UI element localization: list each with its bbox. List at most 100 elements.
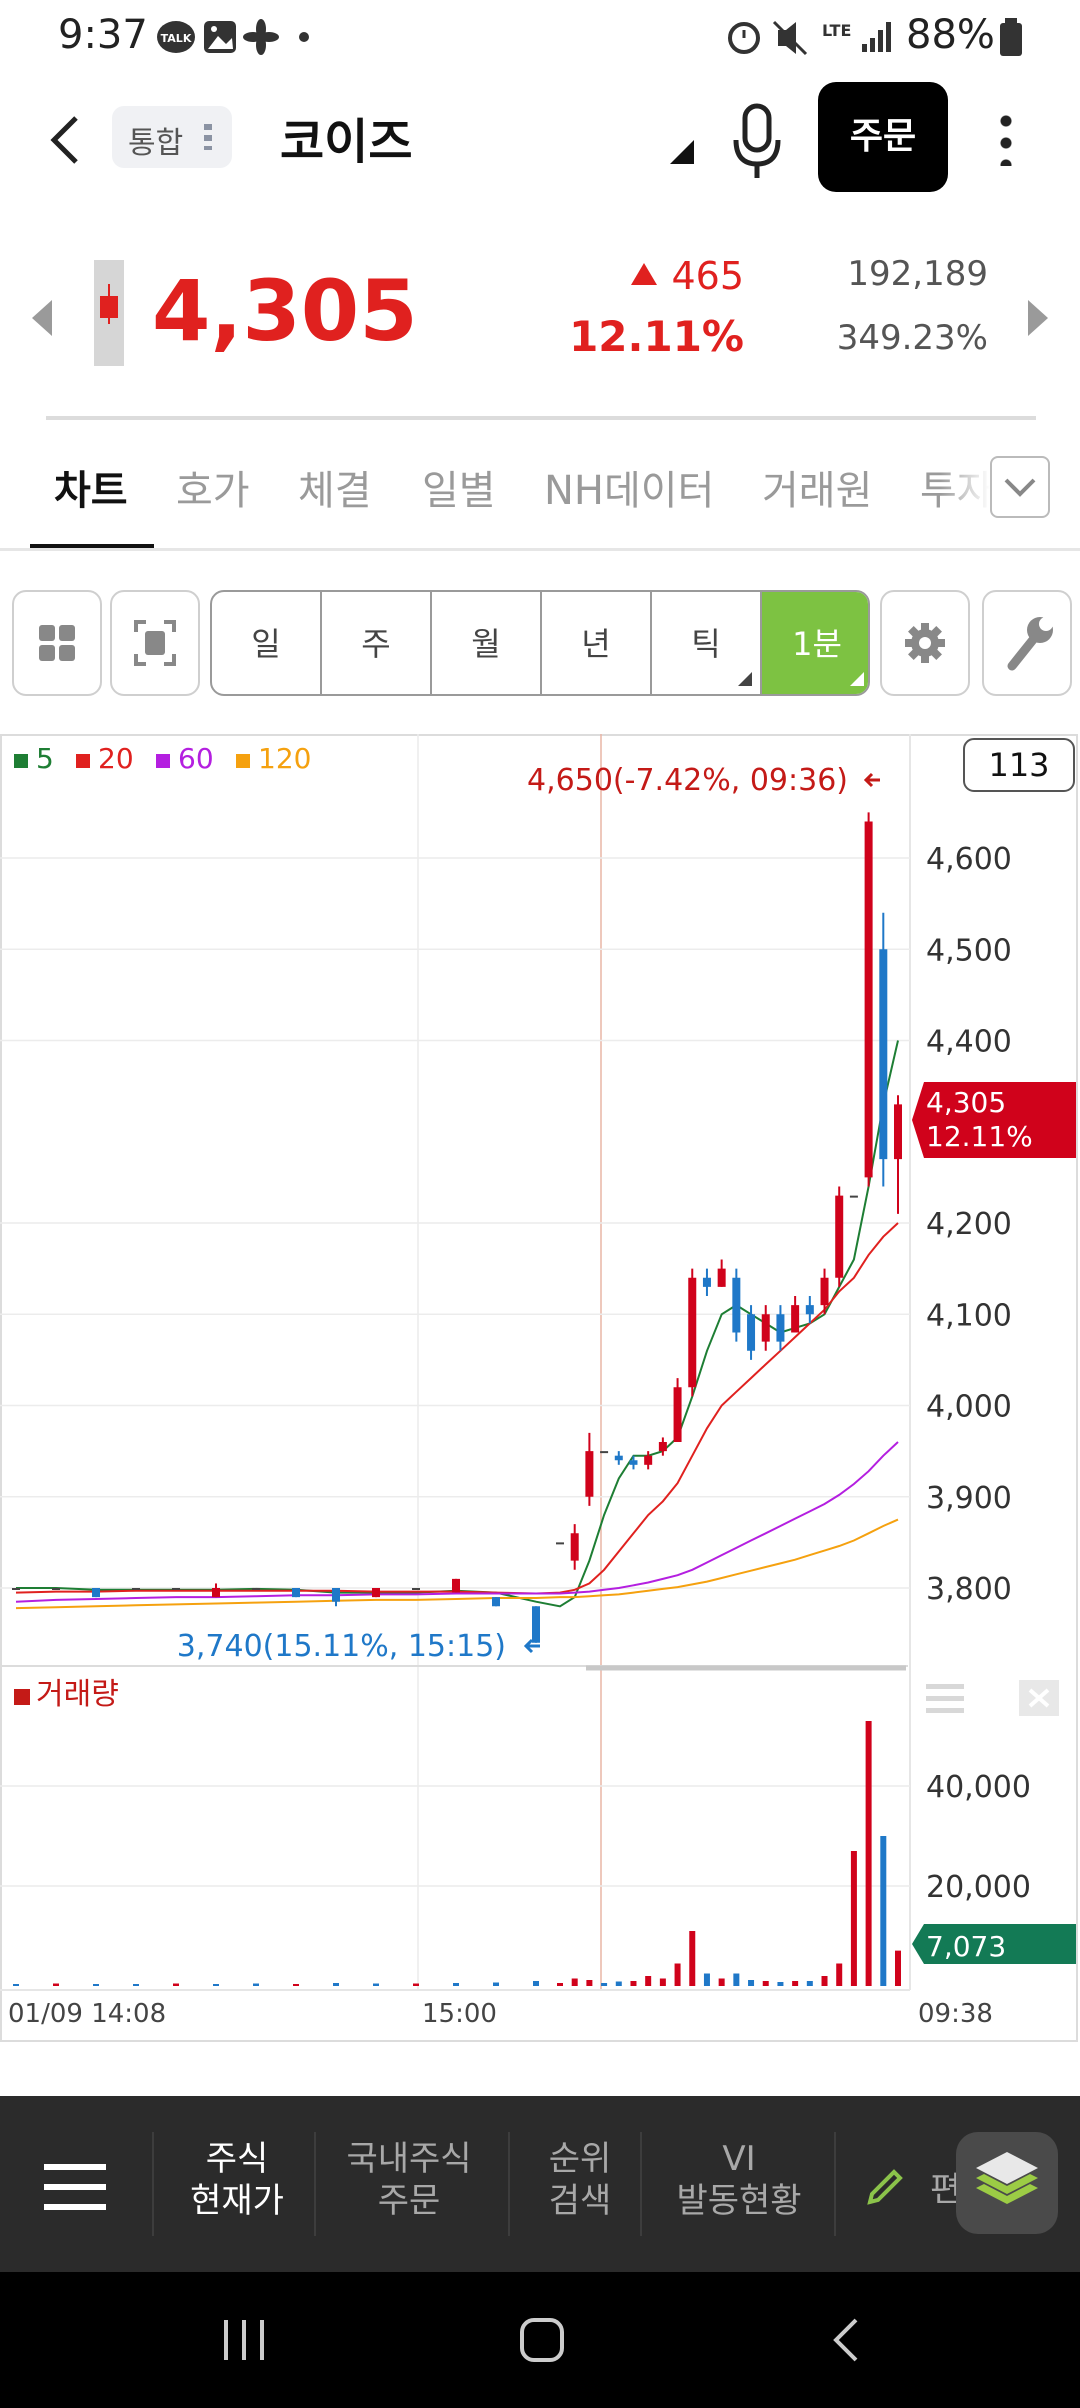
current-price-tag: 4,305 12.11% <box>912 1082 1076 1158</box>
candle-body <box>556 1542 564 1545</box>
hamburger-menu-icon[interactable] <box>44 2164 106 2210</box>
chart-canvas[interactable]: 3,800 3,900 4,000 4,100 4,200 4,400 4,500 4,600… <box>0 734 1080 2042</box>
candle-body <box>585 1451 594 1497</box>
settings-button[interactable] <box>880 590 970 696</box>
period-year[interactable]: 년 <box>542 592 652 694</box>
candle-body <box>12 1588 20 1590</box>
period-selector: 일 주 월 년 틱 1분 <box>210 590 870 696</box>
stock-dropdown-icon[interactable] <box>670 140 694 164</box>
ma-line-20 <box>15 1222 899 1595</box>
nav-current-price[interactable]: 주식 현재가 <box>190 2139 284 2221</box>
more-menu-icon[interactable] <box>1000 110 1012 166</box>
layers-button[interactable] <box>956 2132 1058 2234</box>
price-tick-label: 4,500 <box>926 933 1012 968</box>
volume-bar <box>777 1982 784 1986</box>
high-annotation: 4,650(-7.42%, 09:36) <box>527 763 848 798</box>
volume-bar <box>630 1981 637 1986</box>
price-tick-label: 3,900 <box>926 1481 1012 1516</box>
period-week[interactable]: 주 <box>322 592 432 694</box>
nav-vi-status[interactable]: VI 발동현황 <box>676 2139 802 2221</box>
volume-bar <box>293 1984 299 1986</box>
volume-tick-label: 40,000 <box>926 1770 1031 1805</box>
arrow-left-icon <box>523 1638 540 1654</box>
svg-text:7,073: 7,073 <box>926 1930 1006 1963</box>
order-button[interactable]: 주문 <box>818 82 948 192</box>
candle-body <box>835 1195 844 1278</box>
nav-domestic-order[interactable]: 국내주식 주문 <box>346 2139 472 2221</box>
volume-bar <box>413 1983 419 1986</box>
home-icon[interactable] <box>518 2316 568 2366</box>
volume-bar <box>615 1981 622 1986</box>
volume-tick-label: 20,000 <box>926 1870 1031 1905</box>
price-tick-label: 4,000 <box>926 1390 1012 1425</box>
chevron-down-icon <box>1004 478 1036 497</box>
candle-body <box>570 1533 579 1561</box>
candle-body <box>791 1305 800 1333</box>
ma-line-120 <box>15 1518 899 1610</box>
notification-icons: TALK <box>157 19 309 55</box>
candle-body <box>629 1460 638 1465</box>
price-change: 465 <box>631 254 744 298</box>
legend-label: 5 <box>36 742 54 775</box>
volume-title: 거래량 <box>36 1677 119 1712</box>
close-icon[interactable] <box>1019 1680 1059 1716</box>
tab-trades[interactable]: 체결 <box>298 468 372 514</box>
period-month[interactable]: 월 <box>432 592 542 694</box>
volume-bar <box>373 1983 379 1986</box>
legend-swatch <box>236 754 250 768</box>
signal-icon <box>862 22 891 52</box>
back-icon[interactable] <box>44 112 84 168</box>
candle-body <box>600 1451 609 1454</box>
fullscreen-button[interactable] <box>110 590 200 696</box>
price-change-percent: 12.11% <box>569 312 744 361</box>
tools-button[interactable] <box>982 590 1072 696</box>
volume-bar <box>792 1981 799 1986</box>
candle-body <box>644 1455 653 1465</box>
current-volume-tag: 7,073 <box>912 1924 1076 1964</box>
tab-chart[interactable]: 차트 <box>54 468 128 514</box>
nav-ranking-search[interactable]: 순위 검색 <box>548 2139 612 2221</box>
battery-percent: 88% <box>906 12 995 58</box>
volume-menu-icon[interactable] <box>926 1684 964 1713</box>
microphone-icon[interactable] <box>730 102 784 182</box>
candle-body <box>776 1314 785 1342</box>
grid-icon <box>39 625 75 661</box>
recent-apps-icon[interactable] <box>220 2318 270 2364</box>
market-chip[interactable]: 통합 <box>112 106 232 168</box>
volume-bar <box>762 1981 769 1986</box>
candle-body <box>864 821 873 1178</box>
period-1min[interactable]: 1분 <box>762 592 868 694</box>
volume-ratio: 349.23% <box>836 318 988 358</box>
volume-bar <box>689 1931 696 1986</box>
grid-view-button[interactable] <box>12 590 102 696</box>
legend-label: 120 <box>258 742 311 775</box>
volume-bar <box>733 1973 740 1986</box>
candle-body <box>252 1588 260 1590</box>
x-tick-end: 09:38 <box>918 1999 993 2029</box>
next-stock-icon[interactable] <box>1028 300 1048 336</box>
period-tick[interactable]: 틱 <box>652 592 762 694</box>
tab-expand-button[interactable] <box>990 456 1050 518</box>
pencil-icon[interactable] <box>864 2166 906 2208</box>
candle-count-box[interactable] <box>963 738 1075 792</box>
tab-orderbook[interactable]: 호가 <box>176 468 250 514</box>
stock-name[interactable]: 코이즈 <box>280 114 413 170</box>
candle-body <box>132 1588 140 1590</box>
back-nav-icon[interactable] <box>826 2316 866 2366</box>
period-day[interactable]: 일 <box>212 592 322 694</box>
candle-body <box>412 1588 420 1590</box>
volume-bar <box>213 1984 219 1986</box>
tab-nh-data[interactable]: NH데이터 <box>544 468 715 514</box>
price-chart[interactable]: 3,800 3,900 4,000 4,100 4,200 4,400 4,500 4,600… <box>0 734 1080 2042</box>
candle-body <box>658 1442 667 1452</box>
battery-icon <box>1000 18 1022 56</box>
tab-brokers[interactable]: 거래원 <box>762 468 873 514</box>
tab-daily[interactable]: 일별 <box>422 468 496 514</box>
candle-body <box>673 1387 682 1442</box>
volume-bar <box>93 1984 99 1986</box>
system-nav-bar <box>0 2272 1080 2408</box>
ma-legend: 5 20 60 120 <box>14 742 311 775</box>
dot-icon <box>299 32 309 42</box>
candle-body <box>805 1305 814 1315</box>
prev-stock-icon[interactable] <box>32 300 52 336</box>
